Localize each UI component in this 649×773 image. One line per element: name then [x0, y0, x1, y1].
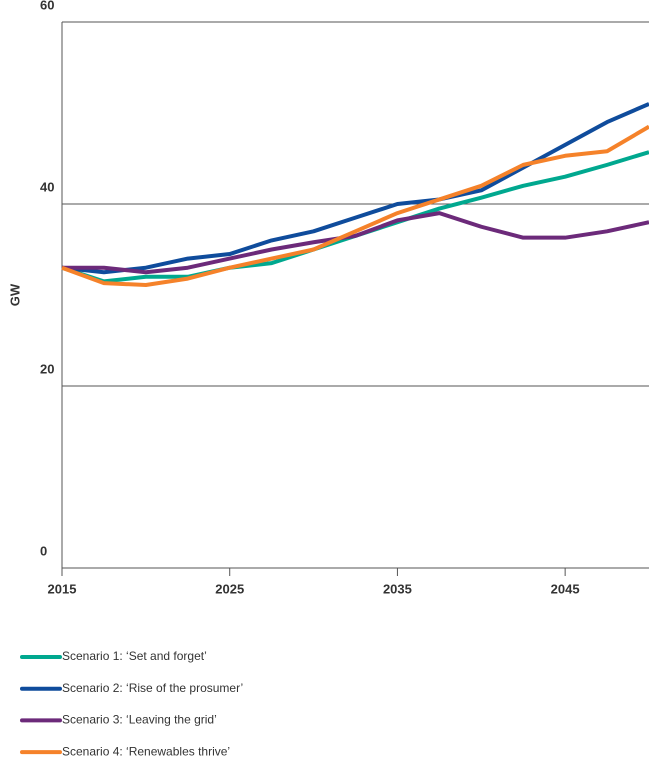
x-tick-label: 2045	[551, 581, 580, 596]
legend-label: Scenario 3: ‘Leaving the grid’	[62, 713, 217, 727]
series-line	[61, 102, 649, 275]
y-tick-label: 40	[40, 179, 54, 194]
x-tick-label: 2035	[383, 581, 412, 596]
y-axis-label: GW	[7, 283, 22, 306]
legend-label: Scenario 4: ‘Renewables thrive’	[62, 744, 230, 758]
x-tick-label: 2015	[48, 581, 77, 596]
x-tick-label: 2025	[215, 581, 244, 596]
series-line	[61, 124, 649, 287]
legend-label: Scenario 1: ‘Set and forget’	[62, 649, 207, 663]
series-line	[62, 211, 649, 275]
y-tick-label: 60	[40, 0, 54, 12]
y-tick-label: 20	[40, 361, 54, 376]
legend-label: Scenario 2: ‘Rise of the prosumer’	[62, 681, 243, 695]
y-tick-label: 0	[40, 543, 47, 558]
